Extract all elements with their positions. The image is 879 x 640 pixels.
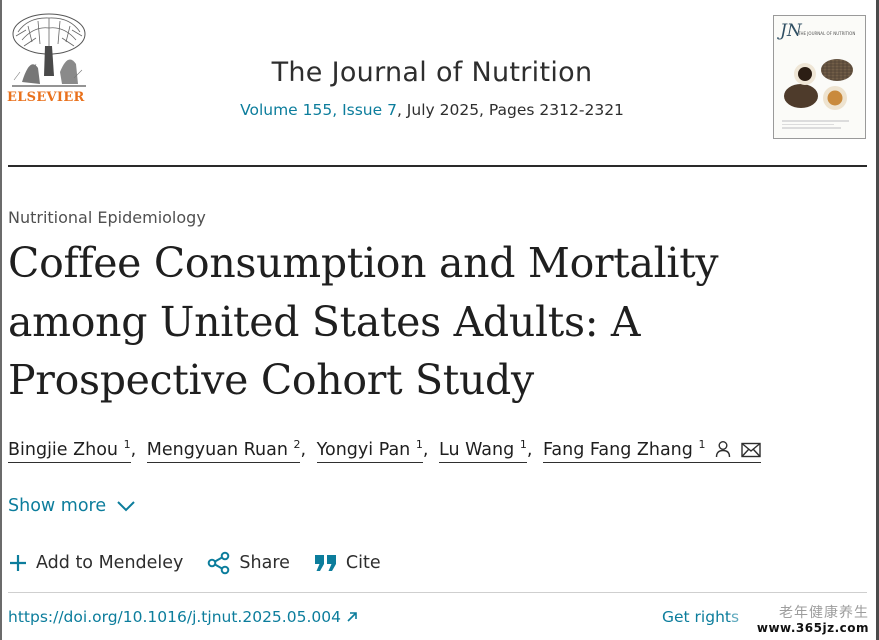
plus-icon (10, 555, 26, 571)
chevron-down-icon (117, 501, 135, 512)
add-to-mendeley-label: Add to Mendeley (36, 553, 184, 573)
author-separator: , (130, 440, 137, 460)
show-more-button[interactable]: Show more (8, 496, 136, 516)
cover-text-lines (782, 120, 856, 132)
author-separator: , (300, 440, 307, 460)
author-link[interactable]: Mengyuan Ruan 2 (146, 438, 301, 463)
author-separator: , (422, 440, 429, 460)
left-border (0, 0, 2, 640)
show-more-label: Show more (8, 496, 107, 516)
site-watermark: 老年健康养生 www.365jz.com (731, 600, 871, 638)
cover-subtitle: THE JOURNAL OF NUTRITION (798, 31, 856, 36)
share-icon (208, 551, 230, 575)
share-button[interactable]: Share (207, 551, 290, 575)
quote-icon (314, 555, 336, 571)
issue-link[interactable]: Volume 155, Issue 7 (240, 101, 397, 119)
author-link[interactable]: Yongyi Pan 1 (316, 438, 423, 463)
article-title: Coffee Consumption and Mortality among U… (8, 239, 719, 404)
header-divider (8, 165, 867, 167)
journal-cover-thumbnail[interactable]: JN THE JOURNAL OF NUTRITION (773, 15, 866, 139)
article-actions: Add to Mendeley Share Cite (8, 551, 405, 575)
cite-button[interactable]: Cite (314, 553, 381, 573)
author-list: Bingjie Zhou 1, Mengyuan Ruan 2, Yongyi … (8, 438, 858, 463)
share-label: Share (239, 553, 290, 573)
corresponding-author-link[interactable]: Fang Fang Zhang 1 (542, 438, 761, 463)
external-link-icon (347, 612, 357, 622)
author-separator: , (526, 440, 533, 460)
cover-abbrev: JN (780, 21, 802, 41)
journal-title[interactable]: The Journal of Nutrition (271, 57, 593, 88)
doi-link[interactable]: https://doi.org/10.1016/j.tjnut.2025.05.… (8, 608, 358, 626)
right-border (876, 0, 879, 640)
cite-label: Cite (345, 553, 381, 573)
issue-info: Volume 155, Issue 7, July 2025, Pages 23… (182, 101, 682, 119)
doi-text: https://doi.org/10.1016/j.tjnut.2025.05.… (8, 608, 341, 626)
article-subject: Nutritional Epidemiology (8, 208, 206, 227)
watermark-url-text: www.365jz.com (756, 621, 869, 635)
author-link[interactable]: Bingjie Zhou 1 (8, 438, 131, 463)
mail-icon (740, 442, 761, 458)
issue-details: , July 2025, Pages 2312-2321 (396, 101, 624, 119)
person-icon (715, 441, 731, 458)
watermark-top-text: 老年健康养生 (779, 605, 869, 621)
get-rights-link[interactable]: Get rights (662, 608, 740, 626)
elsevier-tree-logo[interactable] (8, 12, 90, 112)
coffee-cover-image (784, 59, 853, 110)
footer-divider (8, 592, 867, 593)
elsevier-wordmark[interactable]: ELSEVIER (7, 90, 85, 105)
add-to-mendeley-button[interactable]: Add to Mendeley (8, 553, 183, 573)
author-link[interactable]: Lu Wang 1 (439, 438, 527, 463)
